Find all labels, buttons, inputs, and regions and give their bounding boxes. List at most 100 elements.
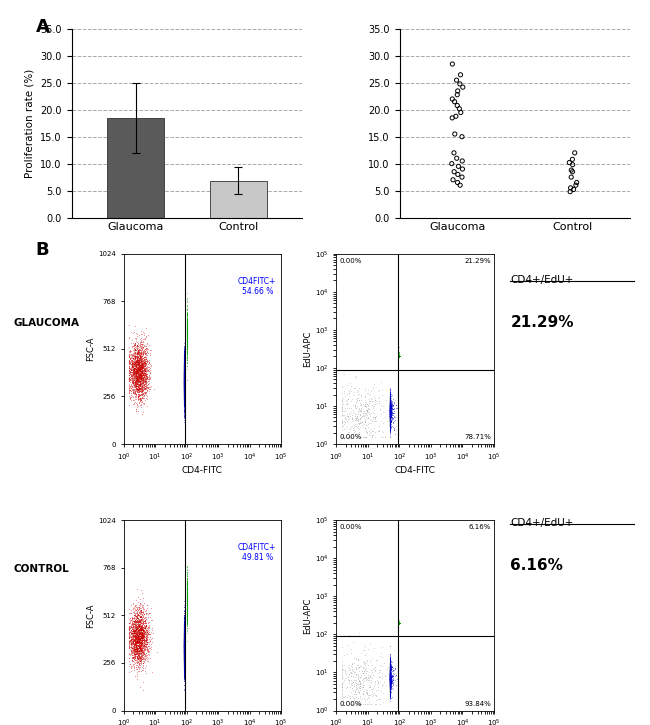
Point	[134, 384, 144, 395]
Point	[181, 334, 192, 345]
Point	[178, 379, 188, 391]
Point	[125, 344, 135, 356]
Point	[125, 644, 136, 655]
Point	[181, 334, 192, 345]
Point	[131, 624, 141, 636]
Point	[181, 339, 192, 351]
Point	[385, 664, 395, 676]
Point	[337, 671, 348, 683]
Point	[385, 410, 395, 422]
Point	[385, 674, 395, 685]
Point	[385, 410, 395, 421]
Point	[178, 669, 188, 681]
Point	[178, 379, 188, 391]
Point	[394, 351, 404, 362]
Point	[178, 624, 188, 635]
Point	[178, 365, 188, 377]
Point	[181, 576, 192, 588]
Point	[385, 682, 395, 694]
Point	[385, 408, 395, 420]
Point	[135, 645, 146, 657]
Point	[181, 326, 192, 337]
Point	[138, 364, 149, 376]
Point	[394, 351, 404, 362]
Point	[351, 662, 361, 674]
Point	[178, 644, 188, 655]
Point	[128, 651, 138, 663]
Point	[181, 566, 192, 578]
Point	[178, 647, 188, 659]
Point	[385, 407, 395, 419]
Point	[385, 676, 395, 687]
Point	[394, 351, 404, 362]
Point	[385, 680, 395, 692]
Point	[178, 370, 188, 382]
Point	[178, 362, 188, 374]
Point	[385, 674, 395, 685]
Point	[385, 401, 395, 413]
Point	[385, 663, 395, 674]
Point	[178, 370, 188, 382]
Point	[178, 372, 188, 384]
Point	[181, 600, 192, 612]
Point	[178, 643, 188, 655]
Point	[178, 647, 188, 658]
Point	[385, 395, 395, 407]
Point	[181, 318, 192, 330]
Point	[387, 389, 397, 401]
Point	[140, 368, 150, 379]
Point	[385, 394, 395, 405]
Point	[130, 634, 140, 646]
Point	[133, 384, 144, 396]
Point	[385, 666, 395, 678]
Point	[385, 420, 395, 432]
Point	[394, 617, 404, 629]
Point	[178, 630, 188, 642]
Point	[385, 394, 395, 405]
Point	[178, 647, 188, 659]
Point	[385, 407, 395, 419]
Point	[136, 389, 146, 400]
Point	[178, 636, 188, 647]
Point	[385, 405, 395, 416]
Point	[141, 613, 151, 624]
Point	[385, 397, 395, 409]
Point	[178, 392, 188, 403]
Point	[178, 391, 188, 402]
Point	[133, 381, 143, 393]
Point	[385, 670, 395, 681]
Point	[178, 374, 188, 386]
Point	[385, 679, 395, 690]
Point	[178, 353, 188, 365]
Point	[178, 656, 188, 668]
Point	[178, 641, 188, 652]
Point	[385, 400, 395, 412]
Point	[363, 674, 373, 686]
Point	[385, 658, 395, 670]
Point	[385, 396, 395, 407]
Point	[385, 416, 395, 428]
Point	[385, 671, 395, 683]
Point	[178, 374, 188, 386]
Point	[178, 384, 188, 396]
Point	[138, 376, 149, 388]
Point	[385, 680, 395, 692]
Point	[178, 360, 188, 372]
Point	[178, 638, 188, 650]
Point	[385, 407, 395, 418]
Point	[178, 394, 188, 406]
Point	[385, 672, 395, 684]
Point	[178, 365, 188, 376]
Point	[385, 407, 395, 419]
Point	[178, 635, 188, 647]
Point	[178, 615, 188, 626]
Point	[142, 629, 152, 641]
Point	[394, 351, 404, 362]
Point	[394, 617, 404, 629]
Point	[178, 374, 188, 386]
Point	[178, 645, 188, 656]
Point	[127, 357, 138, 368]
Point	[385, 671, 395, 683]
Point	[385, 407, 395, 418]
Point	[140, 365, 151, 377]
